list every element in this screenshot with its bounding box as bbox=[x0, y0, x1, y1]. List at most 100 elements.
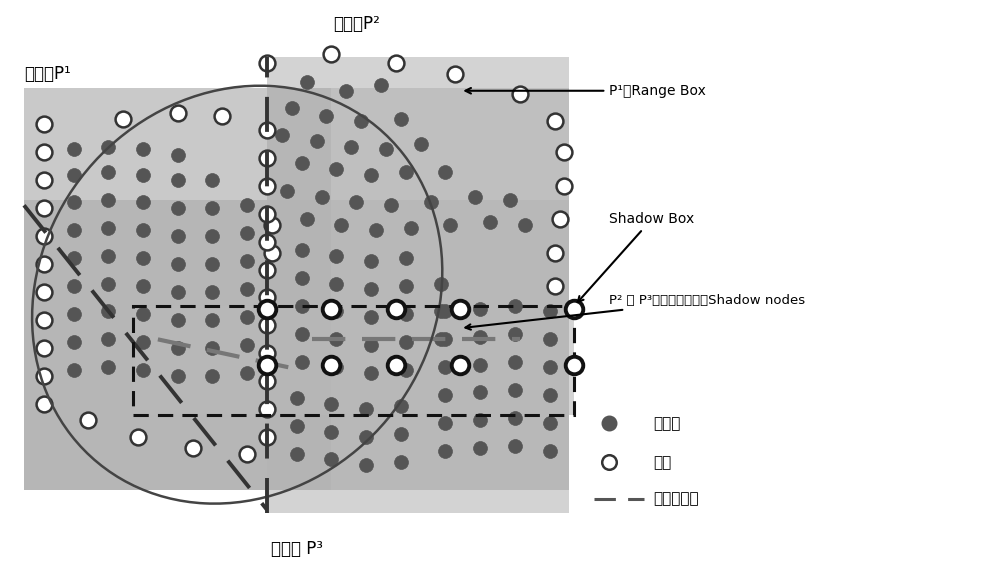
Point bbox=[100, 335, 116, 344]
Point bbox=[388, 360, 404, 369]
Point bbox=[482, 218, 498, 227]
Point bbox=[264, 248, 280, 257]
Point bbox=[204, 231, 220, 240]
Point bbox=[437, 167, 453, 176]
Point bbox=[507, 385, 523, 394]
Point bbox=[36, 343, 52, 352]
Point bbox=[556, 147, 572, 156]
Point bbox=[323, 304, 339, 313]
Point bbox=[259, 181, 275, 191]
Point bbox=[170, 108, 186, 117]
Point bbox=[373, 81, 389, 90]
Point bbox=[214, 111, 230, 120]
Point bbox=[259, 293, 275, 302]
Point bbox=[542, 391, 558, 400]
Point bbox=[363, 312, 379, 321]
Point bbox=[66, 198, 82, 207]
Point bbox=[284, 103, 300, 112]
Point bbox=[36, 399, 52, 408]
Point bbox=[294, 159, 310, 168]
Point bbox=[170, 371, 186, 380]
Point bbox=[259, 237, 275, 246]
Point bbox=[204, 204, 220, 213]
Point bbox=[259, 349, 275, 358]
Point bbox=[423, 198, 439, 207]
Point bbox=[433, 307, 449, 316]
Point bbox=[259, 433, 275, 442]
Point bbox=[289, 450, 305, 459]
Point bbox=[323, 360, 339, 369]
Point bbox=[36, 231, 52, 240]
Point bbox=[358, 433, 374, 442]
Point bbox=[507, 357, 523, 366]
Point bbox=[601, 418, 617, 428]
Point bbox=[100, 142, 116, 151]
Point bbox=[239, 450, 255, 459]
Bar bbox=[24, 200, 569, 490]
Point bbox=[170, 176, 186, 185]
Point bbox=[170, 150, 186, 159]
Point bbox=[328, 307, 344, 316]
Point bbox=[289, 421, 305, 430]
Point bbox=[66, 254, 82, 263]
Point bbox=[66, 282, 82, 291]
Point bbox=[239, 229, 255, 238]
Point bbox=[135, 226, 151, 235]
Point bbox=[259, 360, 275, 369]
Point bbox=[239, 340, 255, 349]
Point bbox=[507, 441, 523, 450]
Point bbox=[343, 142, 359, 151]
Point bbox=[398, 337, 414, 346]
Text: 处理器P²: 处理器P² bbox=[333, 15, 380, 33]
Point bbox=[294, 273, 310, 282]
Point bbox=[542, 307, 558, 316]
Point bbox=[259, 58, 275, 67]
Point bbox=[204, 287, 220, 297]
Point bbox=[433, 335, 449, 344]
Point bbox=[507, 301, 523, 310]
Point bbox=[542, 447, 558, 456]
Point bbox=[170, 315, 186, 324]
Point bbox=[66, 366, 82, 375]
Text: 处理器P¹: 处理器P¹ bbox=[24, 65, 71, 83]
Point bbox=[393, 114, 409, 123]
Point bbox=[100, 307, 116, 316]
Point bbox=[542, 363, 558, 372]
Point bbox=[36, 287, 52, 297]
Point bbox=[36, 260, 52, 269]
Point bbox=[239, 285, 255, 294]
Point bbox=[259, 321, 275, 330]
Point bbox=[328, 279, 344, 288]
Point bbox=[552, 215, 568, 224]
Point bbox=[547, 282, 563, 291]
Bar bbox=[24, 88, 331, 490]
Point bbox=[259, 153, 275, 162]
Point bbox=[66, 170, 82, 179]
Point bbox=[294, 357, 310, 366]
Point bbox=[185, 444, 201, 453]
Point bbox=[100, 195, 116, 204]
Text: P¹的Range Box: P¹的Range Box bbox=[465, 84, 706, 98]
Point bbox=[36, 120, 52, 129]
Point bbox=[472, 444, 488, 453]
Point bbox=[135, 254, 151, 263]
Point bbox=[328, 251, 344, 260]
Point bbox=[437, 418, 453, 428]
Point bbox=[239, 312, 255, 321]
Point bbox=[299, 215, 315, 224]
Point bbox=[502, 195, 518, 204]
Point bbox=[239, 257, 255, 266]
Point bbox=[398, 254, 414, 263]
Point bbox=[323, 427, 339, 436]
Point bbox=[472, 416, 488, 425]
Point bbox=[323, 50, 339, 59]
Point bbox=[403, 223, 419, 232]
Point bbox=[378, 145, 394, 154]
Point bbox=[566, 360, 582, 369]
Point bbox=[547, 248, 563, 257]
Point bbox=[333, 221, 349, 230]
Point bbox=[259, 304, 275, 313]
Point bbox=[135, 310, 151, 319]
Point bbox=[437, 363, 453, 372]
Point bbox=[170, 231, 186, 240]
